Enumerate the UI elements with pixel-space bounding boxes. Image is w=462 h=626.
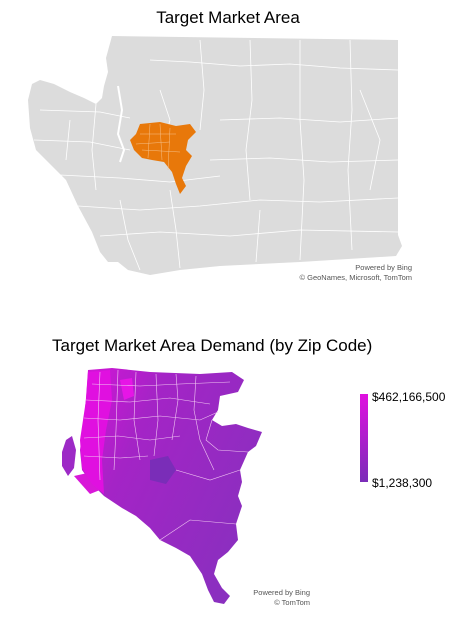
state-map[interactable]	[28, 36, 402, 275]
demand-island	[62, 436, 76, 476]
legend-min-label: $1,238,300	[372, 476, 433, 490]
map2-credit-line1: Powered by Bing	[253, 588, 310, 597]
demand-area-shape	[80, 368, 262, 604]
washington-state-shape	[28, 36, 402, 275]
puget-sound	[116, 85, 126, 163]
low-demand-cluster	[150, 456, 176, 484]
map1-title: Target Market Area	[156, 8, 300, 27]
high-demand-core	[120, 378, 134, 400]
demand-map[interactable]	[62, 368, 262, 604]
map2-title: Target Market Area Demand (by Zip Code)	[52, 336, 373, 355]
legend-gradient-bar	[360, 394, 368, 482]
target-zip-boundaries	[135, 123, 181, 171]
state-boundaries	[33, 39, 399, 271]
map1-credit: Powered by Bing © GeoNames, Microsoft, T…	[300, 263, 413, 283]
map1-credit-line2: © GeoNames, Microsoft, TomTom	[299, 273, 413, 282]
map1-credit-line1: Powered by Bing	[355, 263, 412, 272]
zip-boundaries	[83, 369, 249, 541]
target-market-area[interactable]	[130, 122, 196, 194]
legend-max-label: $462,166,500	[372, 390, 446, 404]
map2-credit: Powered by Bing © TomTom	[253, 588, 310, 608]
map2-credit-line2: © TomTom	[274, 598, 310, 607]
